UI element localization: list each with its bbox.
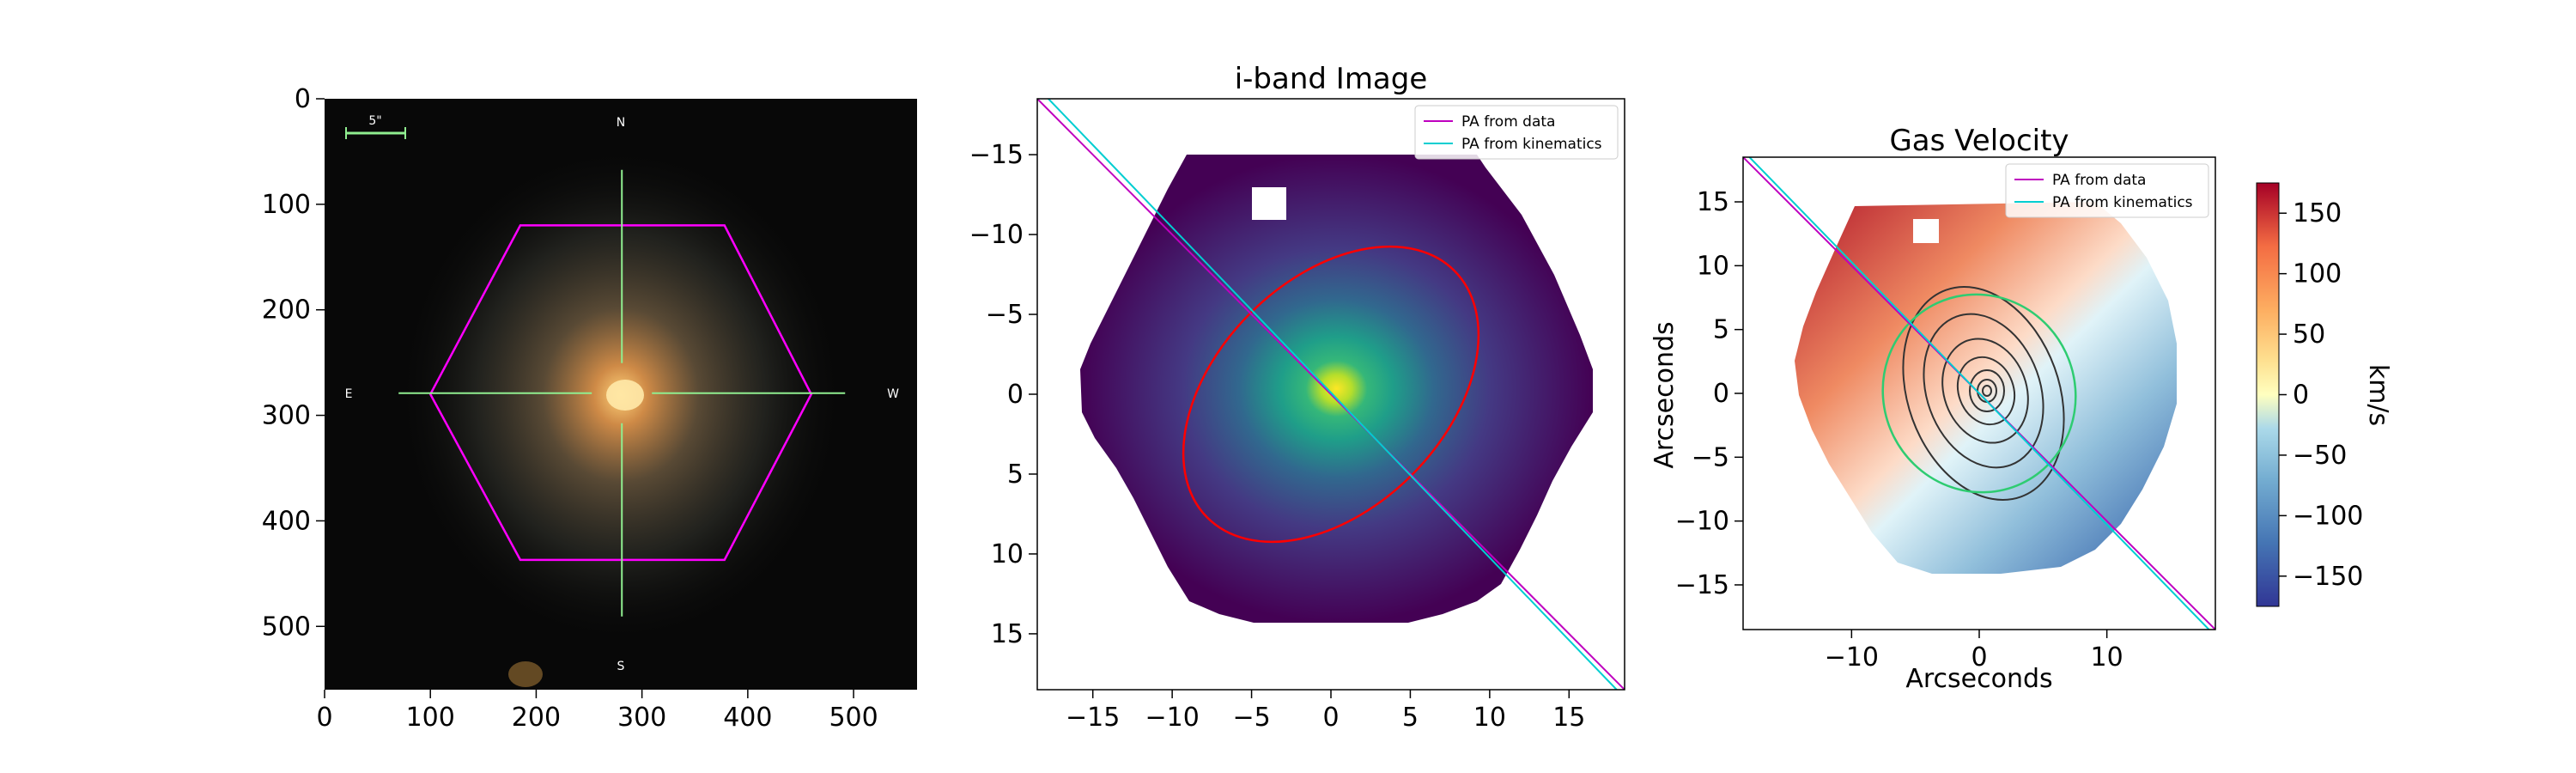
iband-legend xyxy=(1414,105,1619,160)
velocity-pa-line-kinematics xyxy=(1748,157,2210,630)
galaxy-nucleus xyxy=(606,380,644,411)
sdss-xtick-label: 500 xyxy=(829,703,878,733)
sdss-xtick-label: 400 xyxy=(723,703,772,733)
iband-map xyxy=(1080,155,1593,623)
crosshair xyxy=(398,169,846,617)
velocity-xtick-label: 10 xyxy=(2091,642,2123,673)
velocity-xtick-label: −10 xyxy=(1825,642,1879,673)
iband-legend-label: PA from kinematics xyxy=(1461,136,1602,153)
sdss-xtick-label: 300 xyxy=(617,703,666,733)
colorbar-tick-label: 0 xyxy=(2293,380,2309,411)
compass-w: W xyxy=(887,387,899,401)
colorbar-tick-label: −100 xyxy=(2293,501,2363,531)
sdss-ytick-label: 200 xyxy=(262,295,311,326)
sdss-ytick-label: 0 xyxy=(295,84,311,114)
sdss-xtick-label: 0 xyxy=(316,703,332,733)
velocity-legend xyxy=(2005,163,2209,218)
compass-s: S xyxy=(617,660,625,673)
iband-xtick-label: −5 xyxy=(1232,703,1270,733)
velocity-ytick-label: −10 xyxy=(1675,507,1729,537)
iband-mask-hole xyxy=(1252,187,1286,220)
velocity-ytick-label: 15 xyxy=(1697,187,1729,217)
iband-ytick-label: 0 xyxy=(1007,380,1024,410)
colorbar-tick-label: 150 xyxy=(2293,198,2342,228)
sdss-ytick-label: 500 xyxy=(262,612,311,642)
iband-ytick-label: −10 xyxy=(969,220,1024,250)
iband-ytick-label: 15 xyxy=(991,619,1024,649)
iband-pa-line-data xyxy=(1037,99,1625,690)
velocity-ellipse xyxy=(1881,293,2077,494)
iband-xtick-label: −15 xyxy=(1066,703,1120,733)
velocity-ytick-label: 0 xyxy=(1713,379,1729,409)
iband-panel: i-band Image −15 −10 −5 0 5 10 15 −15 −10 −5 0 5 10 1… xyxy=(969,62,1625,733)
colorbar xyxy=(2256,182,2280,607)
velocity-ytick-label: −5 xyxy=(1692,442,1729,472)
velocity-ytick-label: 10 xyxy=(1697,251,1729,281)
sdss-xtick-label: 200 xyxy=(512,703,561,733)
compass-e: E xyxy=(345,387,353,401)
iband-xtick-label: 15 xyxy=(1552,703,1585,733)
colorbar-label: km/s xyxy=(2363,364,2393,426)
flux-contours xyxy=(1902,286,2065,501)
compass-n: N xyxy=(617,116,625,130)
iband-xtick-label: −10 xyxy=(1145,703,1199,733)
velocity-legend-label: PA from kinematics xyxy=(2052,194,2193,211)
sdss-xtick-label: 100 xyxy=(406,703,455,733)
velocity-mask-hole xyxy=(1913,219,1939,243)
colorbar-tick-label: −50 xyxy=(2293,441,2347,471)
scale-bar-label: 5" xyxy=(368,114,381,128)
velocity-title: Gas Velocity xyxy=(1889,124,2069,158)
iband-legend-label: PA from data xyxy=(1461,113,1555,131)
scale-bar: 5" xyxy=(345,114,406,139)
background-star xyxy=(508,661,543,687)
sdss-ytick-label: 300 xyxy=(262,401,311,431)
colorbar-tick-label: −150 xyxy=(2293,562,2363,592)
velocity-xlabel: Arcseconds xyxy=(1905,664,2052,694)
iband-xtick-label: 10 xyxy=(1473,703,1506,733)
iband-pa-line-kinematics xyxy=(1048,99,1618,690)
colorbar-tick-label: 50 xyxy=(2293,320,2325,350)
ifu-hexagon xyxy=(428,224,813,562)
sdss-ytick-label: 100 xyxy=(262,190,311,220)
velocity-map xyxy=(1795,202,2177,574)
iband-xtick-label: 5 xyxy=(1402,703,1419,733)
iband-title: i-band Image xyxy=(1235,62,1428,96)
iband-ytick-label: 5 xyxy=(1007,460,1024,490)
iband-xtick-label: 0 xyxy=(1322,703,1339,733)
iband-ytick-label: −15 xyxy=(969,140,1024,170)
colorbar-tick-label: 100 xyxy=(2293,259,2342,289)
velocity-ytick-label: −15 xyxy=(1675,570,1729,600)
velocity-ytick-label: 5 xyxy=(1713,315,1729,345)
velocity-legend-label: PA from data xyxy=(2052,172,2146,189)
iband-ytick-label: 10 xyxy=(991,539,1024,569)
velocity-xtick-label: 0 xyxy=(1971,642,1987,673)
velocity-ylabel: Arcseconds xyxy=(1649,321,1680,468)
sdss-ytick-label: 400 xyxy=(262,506,311,536)
iband-ytick-label: −5 xyxy=(986,300,1024,330)
